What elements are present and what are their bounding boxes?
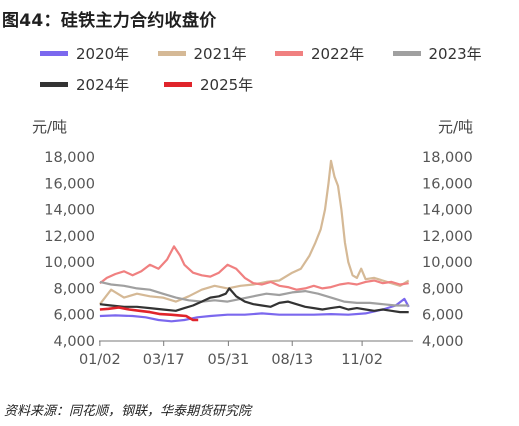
legend-label-2020: 2020年 <box>76 45 130 63</box>
x-tick-label: 03/17 <box>143 352 185 368</box>
y-tick-label-left: 4,000 <box>53 334 95 350</box>
y-tick-label-right: 18,000 <box>422 150 473 166</box>
y-tick-label-right: 8,000 <box>422 281 464 297</box>
legend-item-2022: 2022年 <box>275 43 393 64</box>
y-axis-unit-right: 元/吨 <box>438 118 474 136</box>
x-tick-label: 01/02 <box>79 352 121 368</box>
legend-label-2023: 2023年 <box>428 45 482 63</box>
y-tick-label-left: 10,000 <box>44 255 95 271</box>
y-tick-label-right: 14,000 <box>422 203 473 219</box>
legend-label-2024: 2024年 <box>76 76 130 94</box>
legend-label-2021: 2021年 <box>193 45 247 63</box>
y-axis-unit-left: 元/吨 <box>32 118 68 136</box>
series-line-2022 <box>99 245 409 291</box>
series-line-2021 <box>99 159 410 305</box>
y-tick-label-left: 14,000 <box>44 203 95 219</box>
legend-swatch-2020 <box>40 51 68 56</box>
y-tick-label-left: 8,000 <box>53 281 95 297</box>
y-tick-label-left: 18,000 <box>44 150 95 166</box>
legend: 2020年 2021年 2022年 2023年 2024年 2025年 <box>40 38 510 100</box>
legend-swatch-2023 <box>392 51 421 56</box>
y-tick-label-right: 16,000 <box>422 176 473 192</box>
chart-title: 图44：硅铁主力合约收盘价 <box>2 11 217 31</box>
source-note: 资料来源：同花顺，钢联，华泰期货研究院 <box>4 404 252 419</box>
legend-item-2021: 2021年 <box>157 43 276 64</box>
y-tick-label-right: 4,000 <box>422 334 464 350</box>
legend-swatch-2021 <box>157 51 186 56</box>
y-tick-label-left: 12,000 <box>44 229 95 245</box>
legend-item-2024: 2024年 <box>40 74 164 95</box>
y-tick-label-left: 16,000 <box>44 176 95 192</box>
series-line-2023 <box>99 280 409 307</box>
legend-label-2022: 2022年 <box>311 45 365 63</box>
legend-row: 2020年 2021年 2022年 2023年 <box>40 38 510 69</box>
legend-swatch-2024 <box>40 82 68 87</box>
y-tick-label-right: 6,000 <box>422 308 464 324</box>
axes-layer: 4,000 4,000 6,000 6,000 8,000 8,000 10,000 10,0… <box>44 150 473 368</box>
legend-item-2023: 2023年 <box>392 43 511 64</box>
y-tick-label-left: 6,000 <box>53 308 95 324</box>
y-tick-label-right: 12,000 <box>422 229 473 245</box>
x-tick-label: 08/13 <box>271 352 313 368</box>
series-layer <box>99 159 410 323</box>
x-tick-label: 11/02 <box>341 352 383 368</box>
legend-item-2025: 2025年 <box>164 74 288 95</box>
legend-swatch-2025 <box>164 82 192 87</box>
x-tick-label: 05/31 <box>207 352 249 368</box>
series-line-2024 <box>99 287 409 314</box>
series-line-2025 <box>99 306 199 322</box>
legend-label-2025: 2025年 <box>200 76 254 94</box>
y-tick-label-right: 10,000 <box>422 255 473 271</box>
legend-swatch-2022 <box>275 51 303 56</box>
legend-item-2020: 2020年 <box>40 43 158 64</box>
legend-row: 2024年 2025年 <box>40 69 510 100</box>
